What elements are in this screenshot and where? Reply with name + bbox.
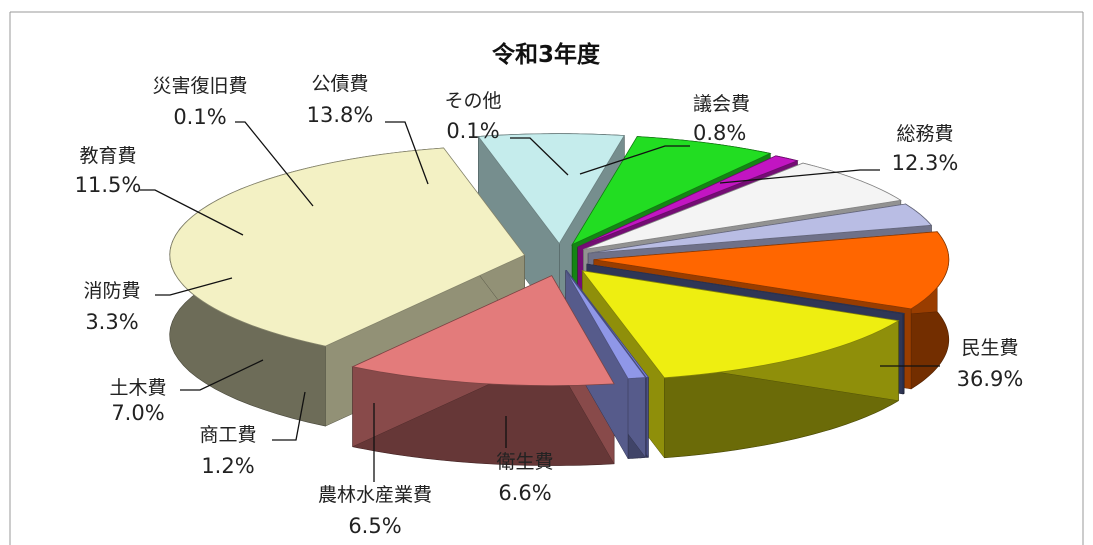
slice-label-value-8: 11.5% — [75, 173, 142, 197]
slice-label-value-6: 7.0% — [111, 401, 164, 425]
slice-label-value-9: 0.1% — [173, 105, 226, 129]
slice-label-name-9: 災害復旧費 — [152, 75, 247, 97]
leader-line-6 — [180, 359, 264, 391]
leader-line-1 — [719, 169, 880, 184]
slice-3 — [477, 133, 625, 245]
slice-label-value-4: 6.5% — [348, 514, 401, 538]
slice-label-name-7: 消防費 — [83, 280, 140, 302]
slice-0 — [565, 270, 647, 380]
slice-label-name-2: 民生費 — [961, 337, 1018, 359]
slice-4 — [571, 136, 772, 246]
slice-label-value-2: 36.9% — [957, 367, 1024, 391]
leader-line-5 — [272, 391, 306, 441]
slice-label-name-11: その他 — [444, 90, 501, 112]
slice-label-value-1: 12.3% — [892, 151, 959, 175]
slice-labels: 議会費 0.8% 総務費 12.3% 民生費 36.9% 衛生費 6.6% 農林水産業費 6.5%… — [75, 73, 1024, 538]
leader-line-11 — [510, 137, 569, 176]
leader-line-0 — [579, 145, 690, 175]
pie-slice-tops — [169, 133, 950, 387]
slice-label-value-7: 3.3% — [85, 310, 138, 334]
slice-label-value-0: 0.8% — [693, 121, 746, 145]
leader-lines — [140, 121, 940, 482]
slice-label-value-11: 0.1% — [446, 119, 499, 143]
leader-line-8 — [140, 189, 244, 236]
slice-6 — [583, 162, 902, 250]
slice-label-name-3: 衛生費 — [496, 451, 553, 473]
slice-label-value-3: 6.6% — [498, 481, 551, 505]
leader-line-10 — [385, 121, 429, 185]
slice-label-name-8: 教育費 — [79, 145, 136, 167]
slice-7 — [588, 203, 933, 254]
leader-line-7 — [155, 277, 233, 296]
slice-10 — [581, 270, 900, 379]
slice-2 — [169, 147, 526, 347]
slice-label-name-5: 商工費 — [199, 424, 256, 446]
slice-label-name-6: 土木費 — [109, 377, 166, 399]
slice-label-name-10: 公債費 — [311, 73, 368, 95]
slice-label-name-4: 農林水産業費 — [318, 484, 432, 506]
slice-9 — [586, 263, 906, 315]
slice-11 — [566, 270, 650, 378]
slice-8 — [593, 231, 950, 310]
slice-label-name-1: 総務費 — [896, 123, 953, 145]
chart-title: 令和3年度 — [492, 41, 601, 68]
slice-label-value-5: 1.2% — [201, 454, 254, 478]
slice-label-name-0: 議会費 — [693, 93, 750, 115]
leader-line-9 — [235, 121, 314, 207]
slice-1 — [351, 275, 615, 387]
slice-5 — [577, 155, 799, 248]
slice-label-value-10: 13.8% — [307, 103, 374, 127]
